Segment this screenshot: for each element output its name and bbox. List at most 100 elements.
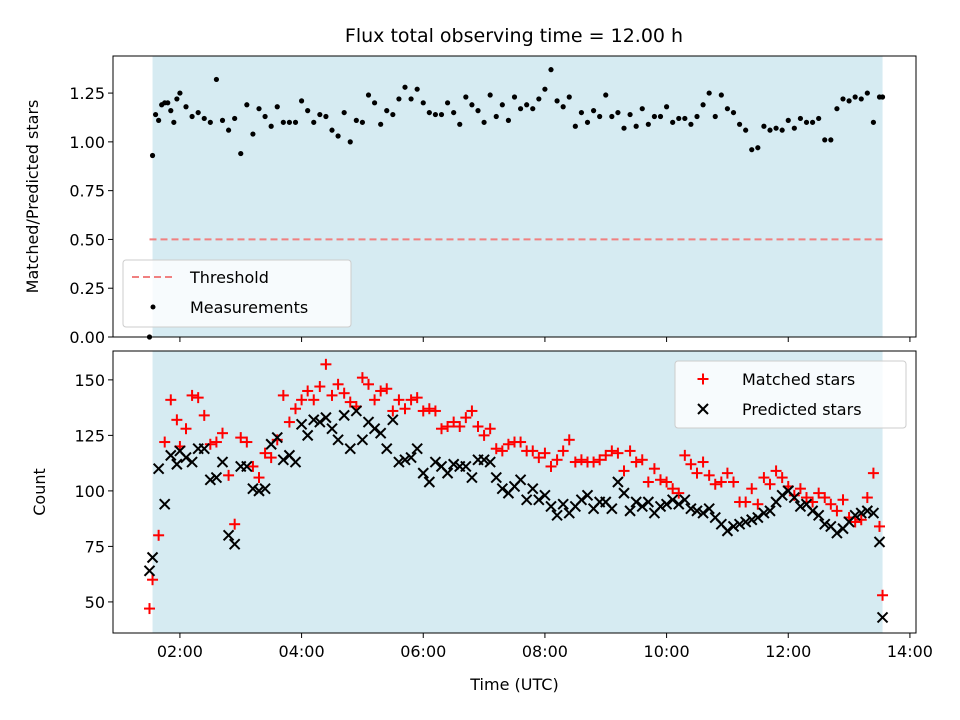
matched-star-point — [247, 460, 259, 472]
time-x-tick-label: 10:00 — [644, 642, 690, 661]
predicted-star-point — [679, 494, 691, 506]
matched-star-point — [849, 516, 861, 528]
measurement-point — [384, 108, 390, 114]
matched-star-point — [539, 447, 551, 459]
matched-star-point — [825, 498, 837, 510]
measurement-point — [359, 119, 366, 125]
predicted-star-point-stroke-b — [350, 405, 363, 417]
measurement-point — [408, 96, 414, 102]
predicted-star-point — [204, 474, 217, 486]
predicted-star-point — [812, 509, 825, 522]
matched-star-point — [180, 423, 192, 435]
measurement-point — [171, 119, 177, 125]
matched-star-point — [460, 412, 472, 424]
measurement-point — [597, 113, 603, 120]
measurement-point — [378, 121, 384, 127]
predicted-star-point-stroke-b — [253, 485, 265, 497]
predicted-star-point — [277, 454, 290, 466]
measurement-point — [402, 84, 408, 90]
predicted-star-point-stroke-b — [520, 494, 533, 506]
measurement-point — [712, 113, 718, 120]
count-y-tick-label: 100 — [74, 482, 105, 501]
predicted-star-point-stroke-b — [216, 456, 229, 468]
measurement-point — [305, 108, 311, 114]
measurement-point — [609, 113, 615, 120]
predicted-star-point — [490, 471, 502, 484]
matched-star-point — [600, 449, 612, 461]
matched-star-point — [752, 498, 764, 510]
predicted-star-point-stroke-b — [198, 442, 210, 455]
predicted-star-point — [575, 494, 588, 506]
predicted-star-point-stroke-b — [825, 520, 837, 533]
predicted-star-point — [618, 487, 630, 499]
measurement-point — [505, 117, 512, 123]
measurement-point — [767, 127, 773, 133]
matched-star-point — [673, 487, 685, 499]
matched-star-point — [436, 423, 447, 435]
matched-star-point — [721, 467, 733, 479]
measurement-point — [511, 94, 518, 100]
matched-star-point — [363, 378, 374, 390]
predicted-star-point — [146, 551, 159, 564]
predicted-star-point-stroke-b — [496, 482, 509, 495]
predicted-star-point — [301, 429, 314, 442]
measurement-point — [152, 111, 159, 118]
predicted-star-point — [222, 529, 235, 542]
predicted-star-point-stroke-b — [618, 487, 630, 499]
predicted-star-point-stroke-b — [855, 507, 867, 519]
measurement-point — [870, 119, 877, 125]
measurement-point — [353, 117, 359, 123]
predicted-star-point-stroke-b — [876, 611, 889, 624]
predicted-star-point — [387, 414, 399, 426]
matched-star-point — [861, 492, 873, 504]
predicted-star-point-stroke-b — [806, 505, 819, 517]
predicted-star-point-stroke-b — [332, 434, 344, 446]
predicted-star-point-stroke-b — [295, 418, 308, 430]
predicted-star-point — [746, 514, 758, 526]
measurement-point — [174, 96, 180, 102]
measurement-point — [177, 90, 183, 96]
predicted-star-point-stroke-b — [271, 431, 283, 444]
measurement-point — [724, 106, 731, 112]
ratio-y-tick-label: 0.00 — [69, 328, 105, 347]
measurement-point — [207, 119, 213, 125]
matched-star-point — [685, 458, 697, 470]
matched-star-point — [703, 469, 715, 481]
predicted-star-point-stroke-b — [873, 536, 886, 548]
predicted-star-point — [642, 496, 655, 508]
predicted-star-point-stroke-b — [703, 502, 715, 515]
matched-star-point — [515, 436, 527, 448]
measurement-point — [499, 102, 505, 108]
matched-star-point — [429, 405, 441, 417]
measurement-point — [201, 115, 207, 122]
matched-star-point — [819, 492, 831, 504]
predicted-star-point-stroke-b — [289, 456, 302, 468]
predicted-star-point-stroke-b — [435, 460, 448, 473]
matched-star-point — [563, 434, 575, 446]
matched-star-point — [271, 434, 283, 446]
predicted-star-point-stroke-b — [709, 511, 721, 524]
predicted-star-point-stroke-b — [374, 427, 387, 439]
count-axes-frame — [112, 350, 917, 634]
predicted-star-point-stroke-b — [314, 416, 326, 428]
matched-star-point — [326, 389, 338, 401]
predicted-star-point-stroke-b — [277, 454, 290, 466]
measurement-point — [694, 113, 700, 120]
predicted-star-point-stroke-b — [484, 456, 496, 468]
predicted-star-point-stroke-b — [812, 509, 825, 522]
measurement-point — [755, 145, 761, 151]
predicted-star-point — [399, 454, 411, 466]
matched-star-point — [776, 472, 788, 484]
measurement-point — [481, 119, 487, 125]
matched-star-point — [192, 392, 204, 404]
matched-star-point — [740, 496, 752, 508]
matched-star-point — [454, 420, 466, 432]
time-x-tick-label: 06:00 — [400, 642, 446, 661]
matched-star-point — [277, 389, 289, 401]
predicted-star-point — [447, 458, 460, 470]
predicted-star-point — [788, 491, 801, 504]
matched-star-point — [709, 478, 721, 490]
predicted-star-point-stroke-b — [600, 496, 612, 508]
predicted-star-point — [557, 498, 569, 510]
matched-star-point — [442, 420, 454, 432]
